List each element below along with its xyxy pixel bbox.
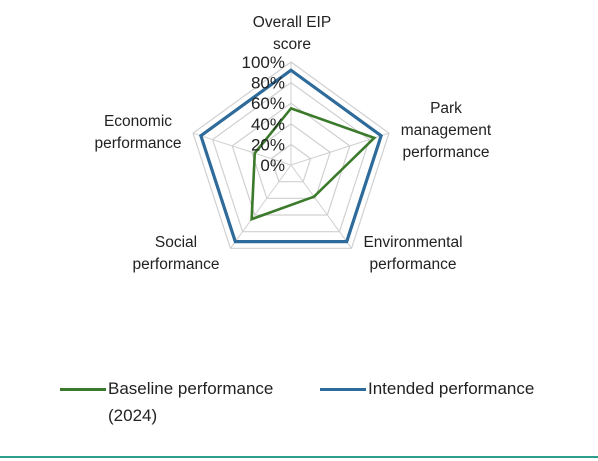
series-line-0 (250, 106, 377, 222)
series-line-1 (198, 68, 384, 244)
tick-label-60: 60% (251, 94, 285, 113)
category-label-2: Environmental performance (363, 234, 462, 273)
grid-ring-60 (231, 102, 351, 216)
grid-ring-100 (192, 61, 390, 249)
legend-item-baseline: Baseline performance (2024) (60, 375, 300, 429)
category-label-4: Economic performance (94, 113, 181, 152)
tick-label-40: 40% (251, 115, 285, 134)
legend-label-intended: Intended performance (368, 379, 535, 398)
tick-label-20: 20% (251, 135, 285, 154)
category-label-3: Social performance (132, 234, 219, 273)
bottom-rule (0, 456, 598, 458)
legend-label-baseline: Baseline performance (2024) (108, 379, 274, 425)
grid-spoke-4 (192, 132, 292, 166)
grid-spoke-3 (230, 164, 292, 249)
tick-label-100: 100% (242, 53, 285, 72)
grid-ring-80 (211, 81, 371, 233)
legend-swatch-intended (320, 388, 366, 391)
tick-label-0: 0% (260, 156, 285, 175)
grid-ring-20 (270, 143, 312, 183)
category-label-0: Overall EIP score (253, 14, 331, 53)
tick-label-80: 80% (251, 74, 285, 93)
grid-spoke-2 (290, 164, 352, 249)
category-label-1: Park management performance (401, 100, 492, 161)
legend-item-intended: Intended performance (320, 375, 590, 402)
legend-swatch-baseline (60, 388, 106, 391)
